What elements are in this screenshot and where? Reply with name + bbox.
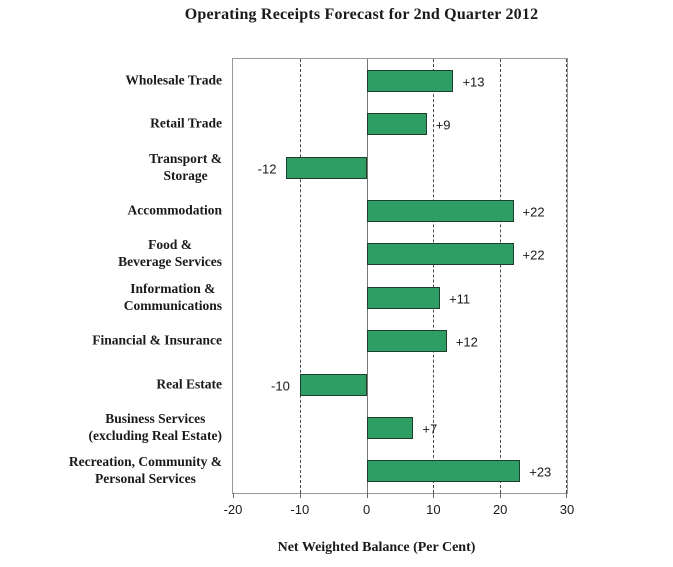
category-label-line: Transport &: [149, 150, 222, 166]
category-label: Information & Communications: [124, 280, 222, 314]
axis-tick: [566, 493, 567, 498]
category-label-line: Beverage Services: [118, 254, 222, 270]
category-label: Accommodation: [128, 201, 223, 218]
category-label-line: Storage: [163, 167, 208, 183]
axis-tick: [233, 493, 234, 498]
axis-tick: [500, 493, 502, 498]
bar: [366, 286, 441, 309]
bar: [366, 243, 514, 266]
bar-value-label: -10: [271, 378, 290, 393]
category-label: Transport & Storage: [149, 150, 222, 184]
category-label-line: Business Services: [105, 410, 206, 426]
category-label: Recreation, Community & Personal Services: [69, 453, 222, 487]
axis-tick-label: 10: [426, 502, 441, 517]
bar: [366, 199, 514, 222]
category-label-line: Recreation, Community &: [68, 454, 222, 470]
bar-value-label: +7: [422, 421, 438, 437]
axis-tick-label: 0: [362, 502, 371, 517]
bar-value-label: +12: [455, 334, 478, 350]
axis-tick: [433, 493, 435, 498]
x-axis-label: Net Weighted Balance (Per Cent): [277, 540, 476, 555]
category-label-line: (excluding Real Estate): [88, 427, 222, 443]
gridline: [500, 59, 502, 493]
category-label-line: Accommodation: [127, 202, 223, 218]
bar-value-label: +11: [449, 291, 471, 307]
bar: [299, 373, 367, 396]
bar-value-label: -12: [257, 161, 277, 176]
category-label-line: Communications: [123, 297, 222, 313]
category-label-line: Information &: [130, 280, 216, 296]
category-label-line: Financial & Insurance: [92, 332, 222, 348]
axis-tick-label: -10: [290, 502, 310, 517]
bar: [366, 113, 427, 136]
category-label: Food & Beverage Services: [118, 236, 222, 270]
bar: [366, 330, 447, 353]
bar-value-label: +22: [522, 204, 545, 220]
bar-value-label: +22: [522, 247, 545, 263]
axis-tick-label: 20: [492, 502, 508, 517]
gridline: [566, 59, 567, 493]
axis-tick: [299, 493, 301, 498]
bar-value-label: +23: [529, 464, 552, 480]
category-label-line: Real Estate: [156, 376, 222, 391]
chart-title: Operating Receipts Forecast for 2nd Quar…: [184, 6, 539, 23]
bar-value-label: +9: [435, 117, 451, 133]
category-label: Real Estate: [156, 375, 222, 392]
category-label-line: Retail Trade: [150, 115, 222, 131]
axis-tick-label: 30: [559, 502, 575, 517]
bar: [366, 460, 521, 483]
bar-value-label: +13: [462, 74, 485, 90]
category-label-line: Food &: [148, 237, 193, 253]
gridline: [433, 59, 435, 493]
axis-tick-label: -20: [223, 502, 243, 517]
category-label: Business Services (excluding Real Estate): [89, 410, 222, 444]
bar: [286, 156, 367, 179]
category-label-line: Personal Services: [95, 471, 196, 487]
category-label: Financial & Insurance: [92, 332, 222, 349]
plot-area: -20 -10 0 10 20 30 +13 +9 -12 +22 +22 +11 +12 -10 +7 +2…: [224, 58, 574, 517]
bar: [366, 69, 454, 92]
gridline: [299, 59, 301, 493]
axis-tick: [366, 493, 368, 498]
bar: [366, 416, 414, 439]
category-label-line: Wholesale Trade: [125, 72, 222, 88]
category-label: Retail Trade: [150, 115, 222, 132]
category-label: Wholesale Trade: [125, 71, 222, 88]
zero-axis-line: [366, 59, 368, 498]
